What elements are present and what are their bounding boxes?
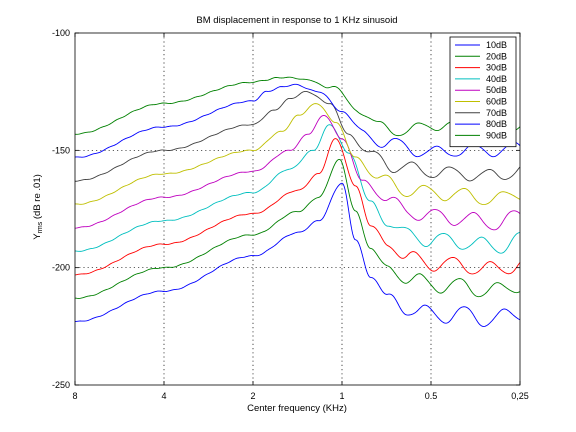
series-line (74, 124, 521, 254)
x-axis-label: Center frequency (KHz) (247, 403, 347, 414)
y-tick-label: -200 (52, 263, 70, 273)
x-tick-label: 8 (72, 391, 77, 401)
data-lines (74, 76, 521, 327)
legend-box (449, 36, 517, 148)
legend-label: 20dB (486, 51, 507, 61)
legend-label: 50dB (486, 85, 507, 95)
series-line (74, 115, 521, 231)
legend-label: 70dB (486, 108, 507, 118)
y-axis-label-main: Y (32, 233, 43, 240)
y-axis-label: Yrms (dB re .01) (32, 174, 44, 240)
axis-ticks: 8 4 2 1 0.5 0,25 -100 -150 -200 -250 (52, 28, 529, 401)
x-tick-label: 1 (339, 391, 344, 401)
y-axis-label-rest: (dB re .01) (32, 174, 43, 222)
series-line (75, 90, 521, 182)
y-axis-label-subscript: rms (37, 221, 44, 233)
series-line (74, 76, 521, 137)
series-line (74, 103, 521, 205)
legend-label: 60dB (486, 97, 507, 107)
y-tick-label: -250 (52, 380, 70, 390)
legend-label: 80dB (486, 119, 507, 129)
legend-label: 90dB (486, 130, 507, 140)
series-line (74, 138, 521, 276)
x-tick-label: 0,25 (511, 391, 529, 401)
axes-frame (74, 32, 521, 386)
legend-label: 10dB (486, 40, 507, 50)
chart-title: BM displacement in response to 1 KHz sin… (196, 15, 397, 26)
x-tick-label: 0.5 (425, 391, 438, 401)
series-line (74, 182, 521, 327)
y-tick-label: -150 (52, 145, 70, 155)
legend-label: 40dB (486, 74, 507, 84)
axes-background (75, 33, 520, 385)
y-tick-label: -100 (52, 28, 70, 38)
x-tick-label: 2 (250, 391, 255, 401)
legend-label: 30dB (486, 63, 507, 73)
x-tick-label: 4 (161, 391, 166, 401)
series-line (74, 83, 521, 158)
series-line (74, 158, 521, 299)
